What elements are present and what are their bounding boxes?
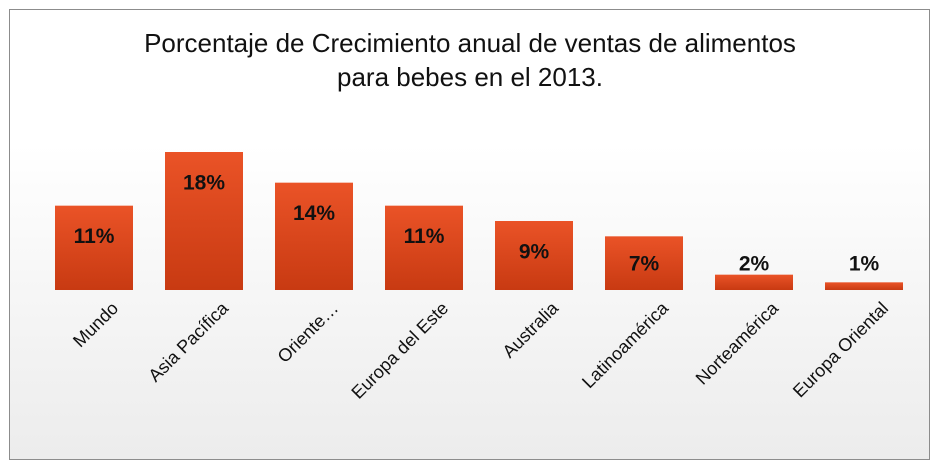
value-label: 1%	[849, 253, 880, 276]
bar	[495, 221, 573, 290]
value-label: 18%	[183, 172, 225, 195]
x-tick-label: Europa Oriental	[789, 298, 892, 401]
value-label: 11%	[74, 225, 115, 248]
bar	[55, 205, 133, 290]
x-tick-label: Europa del Este	[347, 298, 452, 403]
value-label: 7%	[629, 253, 660, 276]
x-tick-label: Mundo	[69, 298, 122, 351]
chart-frame	[9, 9, 930, 460]
bar	[275, 182, 353, 290]
x-tick-label: Norteamérica	[692, 297, 783, 388]
bar	[385, 205, 463, 290]
bar	[715, 274, 793, 290]
value-label: 9%	[519, 241, 550, 264]
value-label: 2%	[739, 253, 770, 276]
x-tick-label: Oriente…	[274, 298, 343, 367]
x-tick-label: Latinoamérica	[578, 297, 673, 392]
bar	[605, 236, 683, 290]
x-tick-label: Asia Pacífica	[144, 297, 232, 385]
value-label: 11%	[404, 225, 445, 248]
bar	[825, 282, 903, 290]
chart-title: Porcentaje de Crecimiento anual de venta…	[144, 28, 796, 92]
bar	[165, 152, 243, 290]
value-label: 14%	[293, 202, 335, 225]
x-tick-label: Australia	[499, 297, 563, 361]
